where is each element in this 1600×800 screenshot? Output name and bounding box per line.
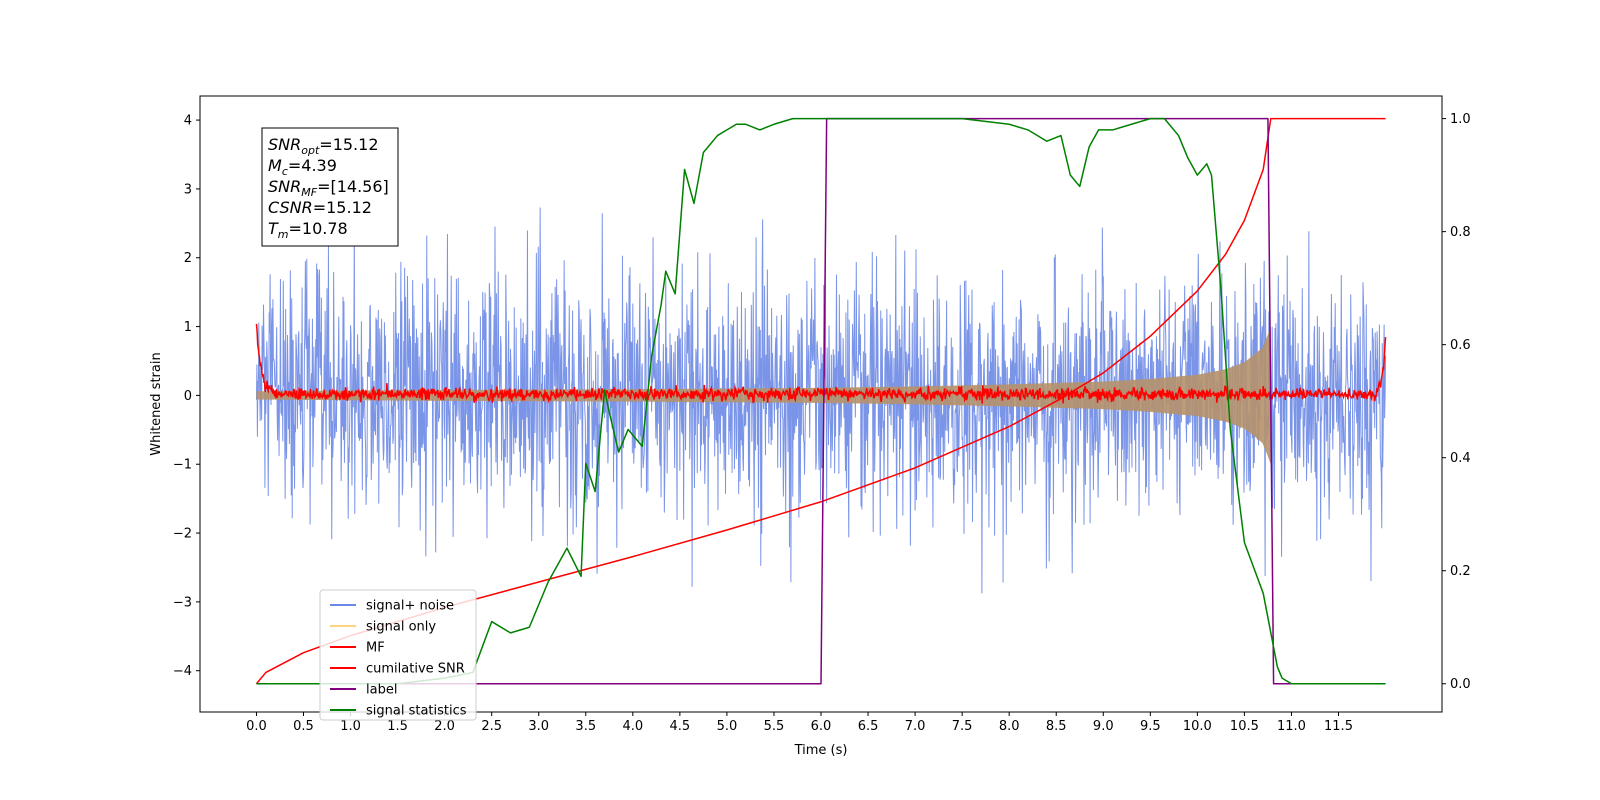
- x-tick-label: 1.5: [387, 719, 408, 734]
- legend-label: signal only: [366, 620, 436, 635]
- y-tick-label: −1: [173, 458, 192, 473]
- y-tick-label: 3: [184, 182, 192, 197]
- y-axis-left: 4 3 2 1 0 −1 −2 −3 −4: [173, 114, 200, 679]
- legend-label: signal+ noise: [366, 599, 454, 614]
- x-tick-label: 7.5: [952, 719, 973, 734]
- y-tick-label: 4: [184, 114, 192, 129]
- x-tick-label: 9.5: [1140, 719, 1161, 734]
- series-signal-noise: [255, 207, 1387, 594]
- annotation-line: SNRMF=[14.56]: [268, 177, 389, 199]
- x-axis-label: Time (s): [794, 743, 848, 758]
- annotation-value: =15.12: [313, 198, 372, 217]
- series-mf: [255, 323, 1387, 404]
- series-signal-statistics: [256, 117, 1386, 685]
- x-tick-label: 0.5: [293, 719, 314, 734]
- x-tick-label: 6.5: [858, 719, 879, 734]
- x-tick-label: 8.5: [1046, 719, 1067, 734]
- x-tick-label: 8.0: [999, 719, 1020, 734]
- legend-label: signal statistics: [366, 704, 467, 719]
- y2-tick-label: 0.0: [1450, 677, 1471, 692]
- annotation-value: =10.78: [289, 219, 348, 238]
- annotation-line: Tm=10.78: [268, 219, 348, 241]
- x-tick-label: 2.5: [481, 719, 502, 734]
- x-tick-label: 3.0: [528, 719, 549, 734]
- y2-tick-label: 0.8: [1450, 225, 1471, 240]
- y2-tick-label: 0.4: [1450, 451, 1471, 466]
- legend: signal+ noise signal only MF cumilative SNR…: [319, 589, 477, 721]
- x-tick-label: 4.5: [670, 719, 691, 734]
- x-tick-label: 4.0: [622, 719, 643, 734]
- annotation-symbol: T: [268, 219, 279, 238]
- annotation-line: Mc=4.39: [268, 156, 337, 178]
- annotation-symbol: SNR: [268, 177, 301, 196]
- x-tick-label: 0.0: [246, 719, 267, 734]
- legend-label: label: [366, 683, 397, 698]
- annotation-subscript: m: [278, 228, 289, 241]
- x-tick-label: 5.0: [717, 719, 738, 734]
- x-tick-label: 11.5: [1324, 719, 1353, 734]
- y-tick-label: 1: [184, 320, 192, 335]
- y2-tick-label: 1.0: [1450, 112, 1471, 127]
- annotation-subscript: c: [282, 165, 288, 178]
- legend-label: MF: [366, 641, 385, 656]
- annotation-symbol: M: [268, 156, 282, 175]
- y-axis-label: Whitened strain: [149, 352, 164, 455]
- x-tick-label: 10.0: [1183, 719, 1212, 734]
- annotation-value: =15.12: [319, 135, 378, 154]
- x-tick-label: 2.0: [434, 719, 455, 734]
- y-axis-right: 1.0 0.8 0.6 0.4 0.2 0.0: [1442, 112, 1471, 692]
- y-tick-label: −4: [173, 664, 192, 679]
- x-tick-label: 9.0: [1093, 719, 1114, 734]
- y2-tick-label: 0.2: [1450, 564, 1471, 579]
- y-tick-label: 2: [184, 251, 192, 266]
- annotation-line: SNRopt=15.12: [268, 135, 379, 157]
- annotation-subscript: MF: [301, 186, 317, 199]
- x-axis: 0.0 0.5 1.0 1.5 2.0 2.5 3.0 3.5 4.0 4.5 5.0 5.5 6.0 6…: [246, 712, 1353, 734]
- annotation-symbol: SNR: [268, 135, 301, 154]
- x-tick-label: 5.5: [764, 719, 785, 734]
- annotation-line: CSNR=15.12: [268, 198, 372, 217]
- annotation-value: =4.39: [288, 156, 337, 175]
- y-tick-label: 0: [184, 389, 192, 404]
- y2-tick-label: 0.6: [1450, 338, 1471, 353]
- annotation-subscript: opt: [301, 144, 320, 157]
- annotation-box: SNRopt=15.12Mc=4.39SNRMF=[14.56]CSNR=15.…: [261, 127, 399, 247]
- x-tick-label: 1.0: [340, 719, 361, 734]
- legend-label: cumilative SNR: [366, 662, 465, 677]
- x-tick-label: 3.5: [575, 719, 596, 734]
- y-tick-label: −3: [173, 595, 192, 610]
- series-signal-only: [256, 326, 1271, 465]
- annotation-symbol: CSNR: [268, 198, 313, 217]
- x-tick-label: 6.0: [811, 719, 832, 734]
- x-tick-label: 7.0: [905, 719, 926, 734]
- x-tick-label: 11.0: [1277, 719, 1306, 734]
- annotation-value: =[14.56]: [317, 177, 389, 196]
- x-tick-label: 10.5: [1230, 719, 1259, 734]
- y-tick-label: −2: [173, 527, 192, 542]
